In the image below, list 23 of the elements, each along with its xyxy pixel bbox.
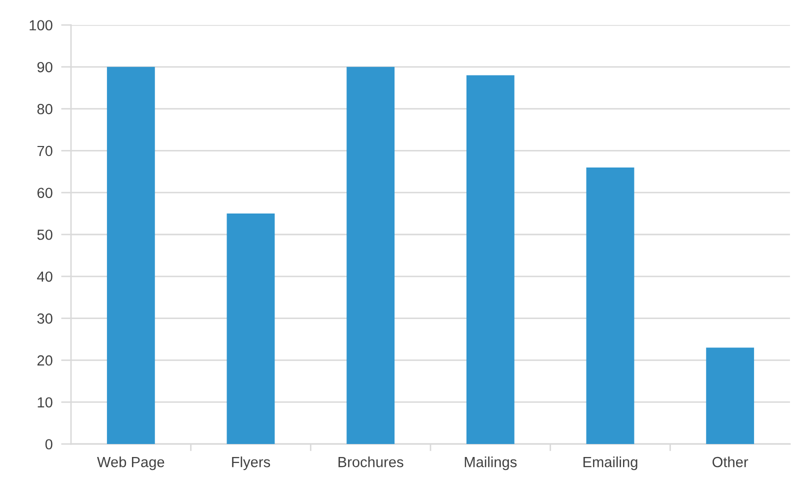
y-tick-label: 90	[37, 62, 52, 72]
y-tick-label: 40	[37, 272, 52, 282]
x-tick-label: Mailings	[464, 456, 517, 470]
x-tick-label: Other	[712, 456, 748, 468]
x-tick-label: Flyers	[232, 456, 270, 470]
x-tick-label: Emailing	[583, 456, 638, 470]
y-tick-label: 0	[45, 439, 52, 450]
bar	[466, 75, 514, 444]
bar	[106, 66, 155, 444]
x-tick-label: Brochures	[338, 456, 404, 468]
bar	[346, 66, 395, 444]
y-tick-label: 50	[37, 230, 52, 240]
x-tick-label: Web Page	[97, 456, 164, 470]
y-tick-label: 20	[37, 355, 52, 366]
bar	[586, 167, 634, 444]
y-tick-label: 60	[37, 188, 52, 198]
y-tick-label: 30	[37, 313, 52, 324]
y-tick-label: 80	[37, 104, 52, 114]
y-tick-label: 100	[30, 20, 52, 30]
bar	[226, 214, 275, 444]
bar	[706, 348, 754, 444]
y-tick-label: 70	[37, 146, 52, 156]
y-tick-label: 10	[38, 397, 52, 408]
